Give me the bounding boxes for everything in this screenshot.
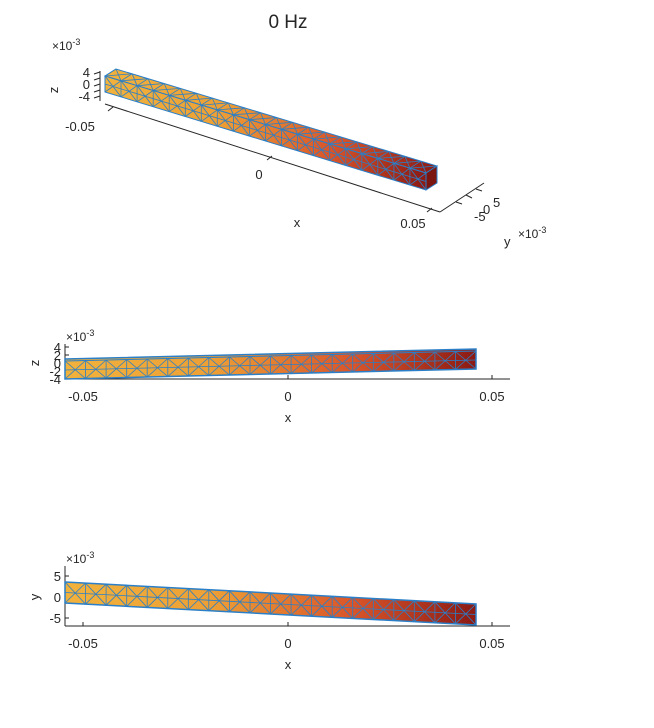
mesh-edge [136,78,149,87]
iso-x-tick-label: 0 [255,167,262,182]
xz-z-tick-label: -4 [49,372,61,387]
mesh-edge [201,97,213,106]
xz-z-tick-label: -2 [49,364,61,379]
mesh-edge [120,78,149,82]
xy-beam-mesh [64,581,477,626]
mesh-edge [64,359,477,371]
iso-beam-end-face [425,165,438,191]
xz-z-exponent: ×10-3 [66,328,94,344]
mesh-edge [249,112,261,121]
mesh-edge [217,107,245,111]
iso-x-axis-label: x [294,215,301,230]
mesh-edge [329,141,357,145]
xz-z-tick-label: 2 [54,348,61,363]
xz-z-tick-label: 0 [54,356,61,371]
mesh-edge [168,88,181,96]
xy-view: ×10-3 5 0 -5 y -0.05 0 0.05 x [27,550,510,672]
mesh-edge [377,155,405,159]
iso-z-axis-label: z [46,87,61,94]
xy-y-exponent: ×10-3 [66,550,94,566]
mesh-edge [169,92,197,96]
mesh-edge [345,146,373,150]
mesh-edge [297,131,325,135]
xz-beam-mesh [64,350,477,380]
mesh-edge [361,151,389,154]
iso-z-tick-label: -4 [78,89,90,104]
iso-y-exponent: ×10-3 [518,225,546,241]
iso-y-tick-label: 5 [493,195,500,210]
iso-z-exponent: ×10-3 [52,37,80,53]
mesh-edge [201,102,229,106]
xy-x-tick-label: 0.05 [479,636,504,651]
mesh-edge [281,121,293,130]
iso-x-tick-label: -0.05 [65,119,95,134]
mesh-edge [409,160,422,169]
iso-z-ticks [93,71,101,99]
iso-beam-mesh [104,68,438,191]
mesh-edge [377,151,390,159]
xz-beam [64,348,477,380]
figure-title: 0 Hz [268,12,307,33]
iso-x-ticks [107,106,433,213]
mesh-edge [137,83,165,87]
xz-x-tick-label: 0.05 [479,389,504,404]
mesh-edge [249,117,277,121]
xy-x-tick-label: 0 [284,636,291,651]
xz-view: ×10-3 4 2 0 -2 -4 z -0.05 0 0.05 x [27,328,510,425]
iso-z-tick-label: 4 [83,65,90,80]
xy-y-tick-label: 0 [54,590,61,605]
iso-y-axis [439,182,485,213]
mesh-edge [265,121,293,125]
mesh-edge [361,146,374,154]
iso-view: ×10-3 4 0 -4 z -0.05 0 0.05 x [46,37,546,249]
mesh-edge [297,126,309,135]
mesh-edge [393,155,406,164]
mesh-edge [104,73,133,77]
mesh-edge [104,83,427,182]
mesh-edge [233,107,245,116]
xy-beam [64,581,477,626]
xz-z-tick-label: 4 [54,340,61,355]
iso-y-axis-label: y [504,234,511,249]
xy-x-tick-label: -0.05 [68,636,98,651]
xz-x-axis-label: x [285,410,292,425]
mesh-edge [185,92,197,101]
xy-x-ticks [82,622,493,626]
xy-y-tick-label: 5 [54,569,61,584]
xy-y-tick-label: -5 [49,611,61,626]
iso-x-axis [104,103,441,213]
mesh-edge [313,131,325,140]
mesh-edge [120,73,133,82]
iso-y-tick-label: 0 [483,202,490,217]
iso-z-tick-label: 0 [83,77,90,92]
iso-beam [103,68,439,191]
mesh-edge [329,136,341,145]
iso-x-tick-label: 0.05 [400,216,425,231]
iso-y-tick-label: -5 [474,209,486,224]
mesh-edge [217,102,229,111]
mesh-edge [345,141,358,150]
xz-z-axis-label: z [27,360,42,367]
mesh-edge [185,97,213,101]
mesh-edge [265,117,277,125]
mesh-edge [313,136,341,140]
mesh-edge [281,126,309,130]
mesh-edge [104,68,117,77]
xy-y-axis-label: y [27,593,42,600]
xz-x-tick-label: 0 [284,389,291,404]
mesh-edge [64,592,477,615]
mesh-edge [152,83,165,91]
mesh-edge [393,160,421,164]
mesh-edge [233,112,261,116]
mesh-edge [409,165,438,169]
xz-x-tick-label: -0.05 [68,389,98,404]
mesh-edge [153,88,181,91]
iso-y-ticks [455,188,483,205]
xy-x-axis-label: x [285,657,292,672]
